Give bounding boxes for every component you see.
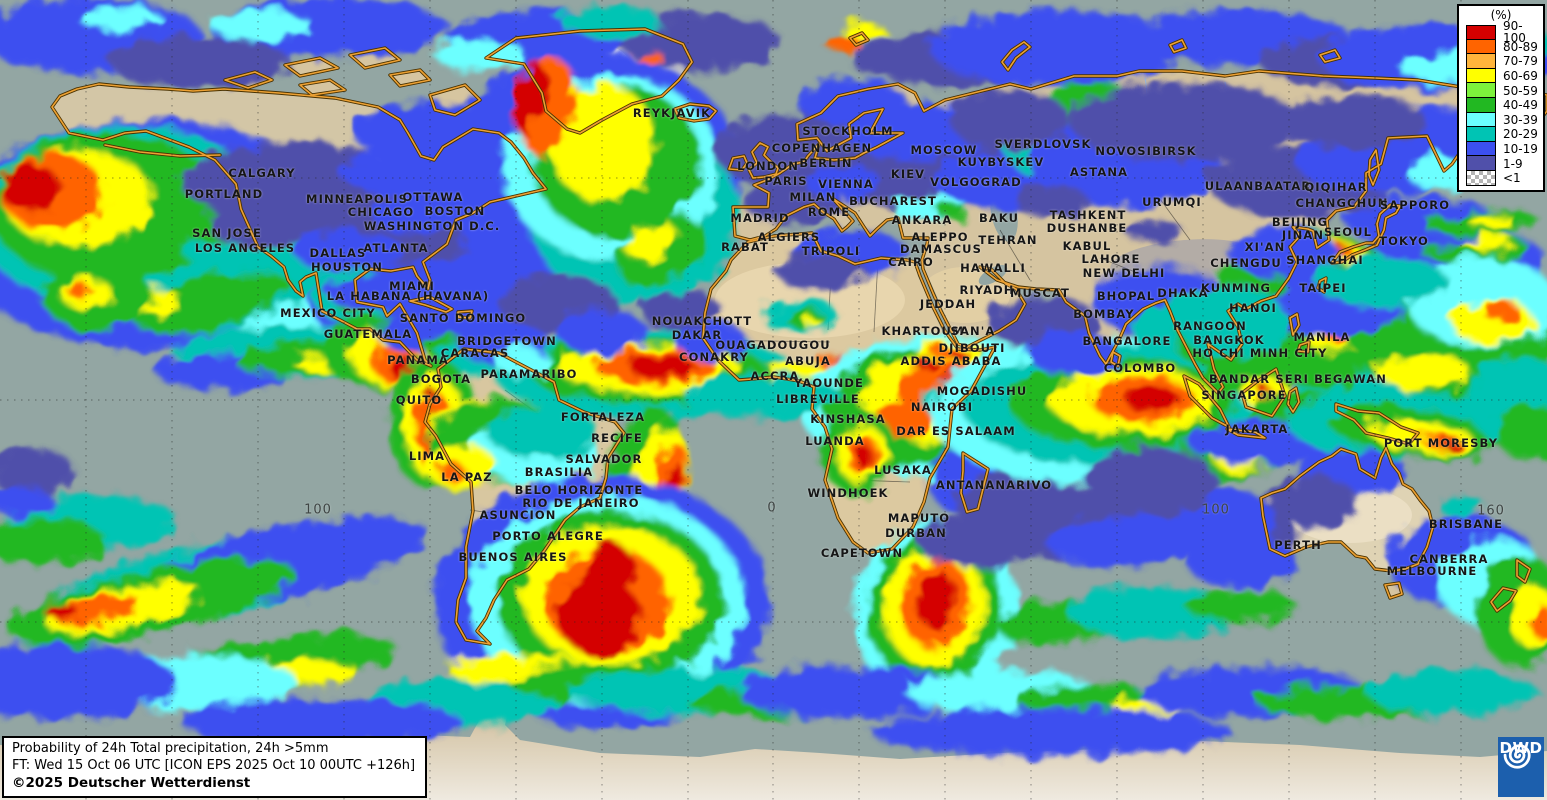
legend-range-label: 90-100: [1503, 19, 1526, 46]
legend-swatch: [1466, 54, 1496, 69]
legend-row: 1-9: [1459, 156, 1543, 171]
legend-range-label: 60-69: [1503, 69, 1538, 84]
legend-row: 50-59: [1459, 83, 1543, 98]
legend-row: 90-100: [1459, 20, 1543, 44]
legend-range-label: 20-29: [1503, 127, 1538, 142]
legend-row: 40-49: [1459, 97, 1543, 113]
legend-swatch: [1466, 97, 1496, 113]
legend-range-label: 80-89: [1503, 39, 1538, 54]
legend-row: 10-19: [1459, 141, 1543, 157]
legend-swatch: [1466, 170, 1496, 186]
legend-row: 20-29: [1459, 127, 1543, 142]
legend-range-label: 70-79: [1503, 54, 1538, 69]
legend: (%) 90-100 80-89 70-79 60-69 50-59 40-49 30-39…: [1457, 4, 1545, 192]
dwd-logo: DWD: [1498, 737, 1544, 797]
legend-row: 30-39: [1459, 112, 1543, 128]
legend-title: (%): [1490, 8, 1512, 22]
legend-swatch: [1466, 141, 1496, 157]
legend-swatch: [1466, 156, 1496, 171]
legend-range-label: 1-9: [1503, 156, 1523, 171]
dwd-spiral-icon: [1503, 744, 1531, 769]
legend-row: 70-79: [1459, 54, 1543, 69]
legend-swatch: [1466, 112, 1496, 128]
legend-swatch: [1466, 68, 1496, 84]
legend-swatch: [1466, 25, 1496, 40]
legend-swatch: [1466, 39, 1496, 55]
legend-range-label: 50-59: [1503, 83, 1538, 98]
legend-range-label: 40-49: [1503, 98, 1538, 113]
legend-swatch: [1466, 83, 1496, 98]
legend-row: <1: [1459, 170, 1543, 186]
legend-range-label: 30-39: [1503, 112, 1538, 127]
copyright: ©2025 Deutscher Wetterdienst: [12, 774, 251, 791]
legend-rows: 90-100 80-89 70-79 60-69 50-59 40-49 30-39 20-2…: [1459, 20, 1543, 186]
legend-row: 80-89: [1459, 39, 1543, 55]
legend-range-label: 10-19: [1503, 142, 1538, 157]
legend-swatch: [1466, 127, 1496, 142]
info-box: Probability of 24h Total precipitation, …: [2, 736, 428, 798]
map-title: Probability of 24h Total precipitation, …: [12, 741, 329, 757]
legend-row: 60-69: [1459, 68, 1543, 84]
legend-range-label: <1: [1503, 171, 1521, 186]
precipitation-field: [0, 0, 1547, 756]
forecast-time: FT: Wed 15 Oct 06 UTC [ICON EPS 2025 Oct…: [12, 758, 416, 774]
